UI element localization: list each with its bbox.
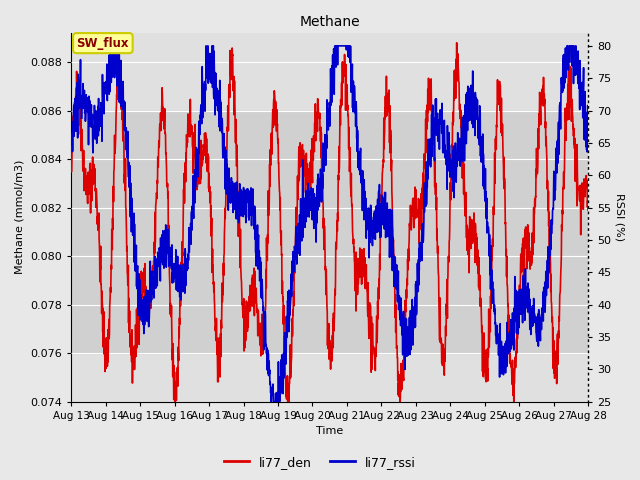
Y-axis label: RSSI (%): RSSI (%) bbox=[615, 193, 625, 241]
li77_rssi bbox=[584, 120, 592, 126]
li77_rssi bbox=[319, 152, 327, 158]
Title: Methane: Methane bbox=[300, 15, 360, 29]
li77_den bbox=[584, 207, 592, 213]
li77_den bbox=[68, 169, 76, 175]
li77_rssi bbox=[570, 57, 577, 62]
Y-axis label: Methane (mmol/m3): Methane (mmol/m3) bbox=[15, 160, 25, 275]
li77_rssi bbox=[305, 195, 313, 201]
li77_rssi bbox=[475, 133, 483, 139]
Text: SW_flux: SW_flux bbox=[77, 36, 129, 49]
li77_rssi bbox=[268, 399, 275, 405]
li77_rssi bbox=[94, 130, 102, 136]
li77_den bbox=[305, 166, 313, 171]
Line: li77_rssi: li77_rssi bbox=[72, 46, 588, 402]
li77_den bbox=[475, 284, 483, 290]
Line: li77_den: li77_den bbox=[72, 43, 588, 402]
li77_den bbox=[453, 40, 461, 46]
X-axis label: Time: Time bbox=[316, 426, 343, 436]
li77_rssi bbox=[110, 43, 118, 49]
li77_den bbox=[570, 121, 577, 127]
Bar bbox=[72, 110, 588, 353]
Legend: li77_den, li77_rssi: li77_den, li77_rssi bbox=[219, 451, 421, 474]
li77_den bbox=[570, 133, 577, 139]
li77_den bbox=[171, 399, 179, 405]
li77_den bbox=[94, 217, 102, 223]
li77_den bbox=[319, 196, 326, 202]
li77_rssi bbox=[570, 81, 577, 86]
li77_rssi bbox=[68, 142, 76, 148]
